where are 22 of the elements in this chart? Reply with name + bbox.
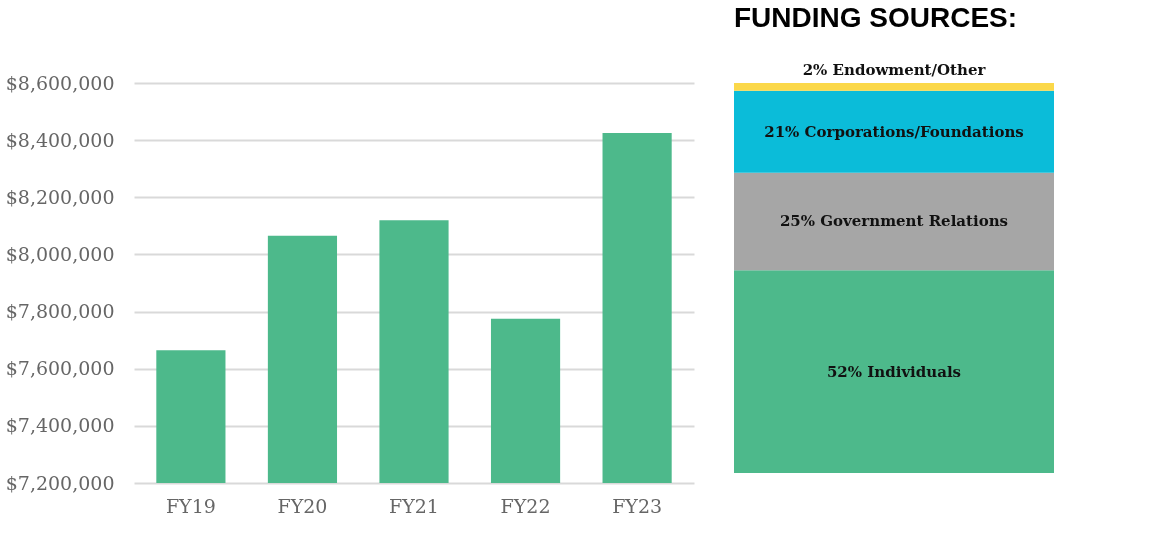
bar	[734, 172, 1054, 271]
bar	[734, 83, 1054, 91]
bar	[734, 270, 1054, 473]
data-label: 52% Individuals	[826, 362, 962, 381]
x-tick-label: FY23	[612, 494, 663, 517]
bar	[734, 90, 1054, 173]
x-tick-label: FY20	[277, 494, 328, 517]
data-label: 2% Endowment/Other	[802, 61, 987, 79]
y-tick-label: $8,400,000	[5, 128, 115, 151]
y-tick-label: $7,400,000	[5, 414, 115, 437]
y-tick-label: $7,600,000	[5, 357, 115, 380]
x-tick-label: FY21	[389, 494, 439, 517]
y-tick-label: $8,200,000	[5, 185, 115, 208]
chart-title: FUNDING SOURCES:	[734, 2, 1018, 33]
data-label: 25% Government Relations	[779, 212, 1009, 231]
x-tick-label: FY22	[500, 494, 551, 517]
data-label: 21% Corporations/Foundations	[764, 122, 1024, 141]
y-tick-label: $8,000,000	[5, 242, 115, 265]
y-tick-label: $8,600,000	[5, 71, 115, 94]
x-tick-label: FY19	[165, 494, 216, 517]
y-tick-label: $7,800,000	[5, 300, 115, 323]
y-tick-label: $7,200,000	[5, 471, 115, 494]
